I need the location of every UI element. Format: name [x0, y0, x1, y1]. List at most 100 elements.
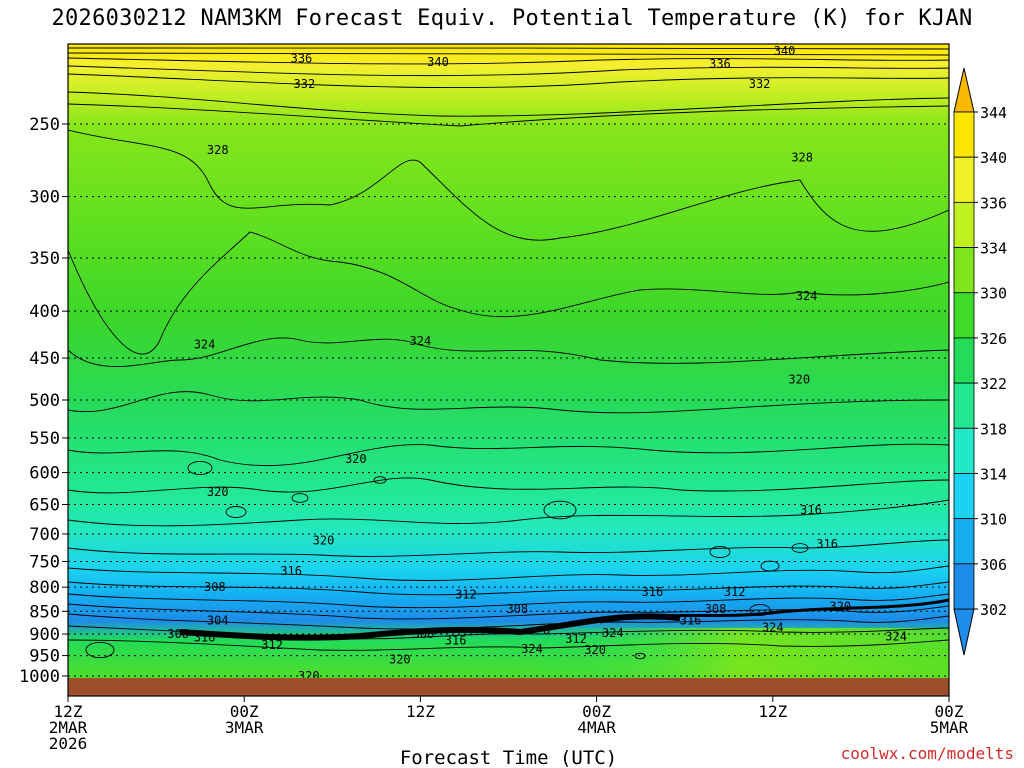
contour-label: 316	[445, 634, 467, 648]
contour-label: 320	[389, 653, 411, 667]
contour-line	[68, 499, 949, 527]
contour-line	[68, 581, 949, 596]
contour-label: 340	[427, 55, 449, 69]
contour-label: 316	[680, 614, 702, 628]
contour-label: 340	[774, 44, 796, 58]
colorbar-label: 330	[980, 285, 1007, 303]
contour-label: 316	[194, 631, 216, 645]
colorbar-segment	[953, 111, 975, 158]
contour-line	[68, 603, 949, 620]
x-tick-label: 12Z	[406, 702, 435, 721]
plot-frame	[67, 43, 950, 697]
colorbar-label: 326	[980, 330, 1007, 348]
y-tick-label: 800	[29, 578, 60, 598]
y-tick-label: 400	[29, 302, 60, 322]
contour-line	[68, 231, 949, 355]
x-tick-label: 4MAR	[577, 718, 616, 737]
contour-label: 312	[565, 632, 587, 646]
colorbar-segment	[953, 156, 975, 203]
contour-label: 308	[204, 580, 226, 594]
y-tick-label: 500	[29, 391, 60, 411]
contour-label: 308	[167, 627, 189, 641]
contour-label: 324	[885, 629, 907, 643]
x-tick-label: 2MAR	[49, 718, 88, 737]
colorbar-segment	[953, 382, 975, 429]
contour-label: 324	[194, 338, 216, 352]
contour-label: 336	[291, 51, 313, 65]
low-level-warm-area	[530, 628, 949, 678]
colorbar-segment	[953, 292, 975, 339]
contour-label: 0	[543, 623, 550, 637]
contour-line	[68, 565, 949, 581]
y-tick-label: 700	[29, 525, 60, 545]
contour-label: 324	[521, 642, 543, 656]
closed-contour	[225, 506, 247, 518]
closed-contour	[543, 500, 577, 520]
contour-line	[68, 129, 949, 241]
contour-label: 332	[749, 77, 771, 91]
contour-line	[68, 477, 949, 494]
colorbar-segment	[953, 337, 975, 384]
contour-label: 308	[705, 602, 727, 616]
x-tick-label: 00Z	[230, 702, 259, 721]
x-tick-label: 00Z	[935, 702, 964, 721]
contour-label: 320	[345, 452, 367, 466]
chart-title: 2026030212 NAM3KM Forecast Equiv. Potent…	[51, 6, 973, 31]
y-tick-label: 350	[29, 249, 60, 269]
contour-label: 328	[207, 143, 229, 157]
colorbar-segment	[953, 427, 975, 474]
y-tick-label: 450	[29, 349, 60, 369]
colorbar-label: 310	[980, 511, 1007, 529]
contour-label: 312	[724, 585, 746, 599]
frontal-zone	[599, 598, 949, 624]
contour-line	[68, 91, 949, 117]
y-tick-label: 650	[29, 495, 60, 515]
colorbar-segment	[953, 473, 975, 520]
x-tick-label: 2026	[49, 734, 88, 753]
contour-label: 324	[762, 620, 784, 634]
contour-label: 324	[602, 626, 624, 640]
x-tick-label: 00Z	[582, 702, 611, 721]
closed-contour	[187, 460, 213, 476]
contour-label: 304	[207, 614, 229, 628]
y-tick-label: 1000	[19, 667, 60, 687]
contour-label: 324	[410, 334, 432, 348]
theta-e-field	[68, 44, 949, 678]
y-tick-label: 550	[29, 429, 60, 449]
x-tick-label: 3MAR	[225, 718, 264, 737]
contour-line	[68, 103, 949, 127]
colorbar-label: 334	[980, 240, 1007, 258]
y-tick-label: 300	[29, 188, 60, 208]
contour-line	[68, 539, 949, 557]
closed-contour	[709, 546, 731, 558]
contour-label: 308	[412, 627, 434, 641]
contour-label: 316	[800, 503, 822, 517]
contour-line	[68, 57, 949, 65]
colorbar-label: 322	[980, 375, 1007, 393]
y-tick-label: 950	[29, 647, 60, 667]
colorbar-label: 302	[980, 601, 1007, 619]
contour-label: 328	[791, 151, 813, 165]
x-tick-label: 5MAR	[930, 718, 969, 737]
colorbar-label: 306	[980, 556, 1007, 574]
frontal-zone	[179, 613, 681, 641]
contour-line	[68, 73, 949, 89]
contour-label: 320	[207, 485, 229, 499]
contour-line	[68, 65, 949, 77]
colorbar-bottom-arrow	[953, 608, 975, 656]
colorbar-label: 318	[980, 420, 1007, 438]
x-tick-label: 12Z	[54, 702, 83, 721]
closed-contour	[373, 476, 387, 484]
y-tick-label: 900	[29, 625, 60, 645]
x-axis-title: Forecast Time (UTC)	[400, 747, 617, 768]
contour-label: 320	[584, 643, 606, 657]
ground-surface	[68, 678, 949, 696]
x-tick-label: 12Z	[758, 702, 787, 721]
colorbar-label: 314	[980, 465, 1007, 483]
colorbar-segment	[953, 247, 975, 294]
source-credit: coolwx.com/modelts	[840, 744, 1014, 763]
contour-label: 324	[796, 289, 818, 303]
y-tick-label: 600	[29, 464, 60, 484]
contour-label: 316	[816, 537, 838, 551]
